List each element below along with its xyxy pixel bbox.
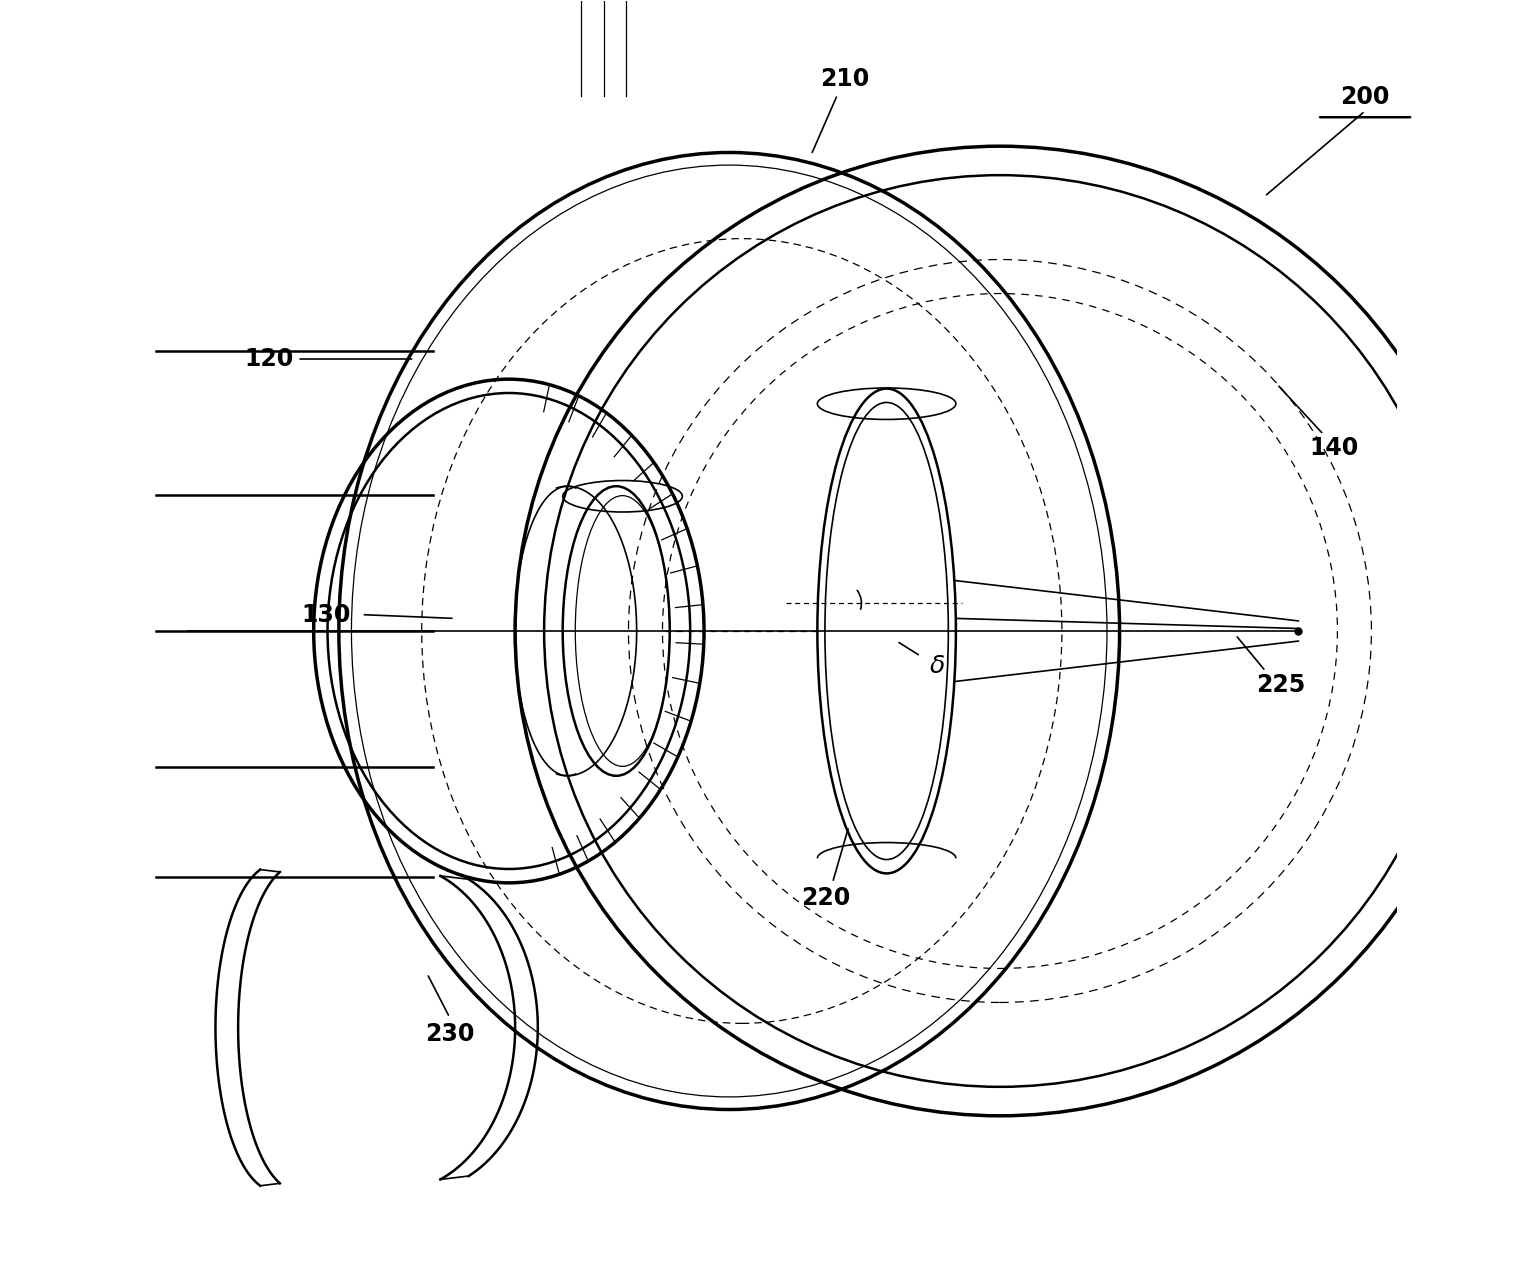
Text: 200: 200 (1341, 85, 1390, 109)
Text: $\delta$: $\delta$ (930, 654, 945, 678)
Text: 210: 210 (821, 67, 870, 91)
Text: 225: 225 (1256, 673, 1305, 697)
Text: 140: 140 (1309, 437, 1358, 461)
Text: 130: 130 (301, 603, 350, 627)
Text: 220: 220 (802, 886, 851, 910)
Text: 230: 230 (425, 1022, 474, 1046)
Text: 120: 120 (244, 347, 293, 371)
